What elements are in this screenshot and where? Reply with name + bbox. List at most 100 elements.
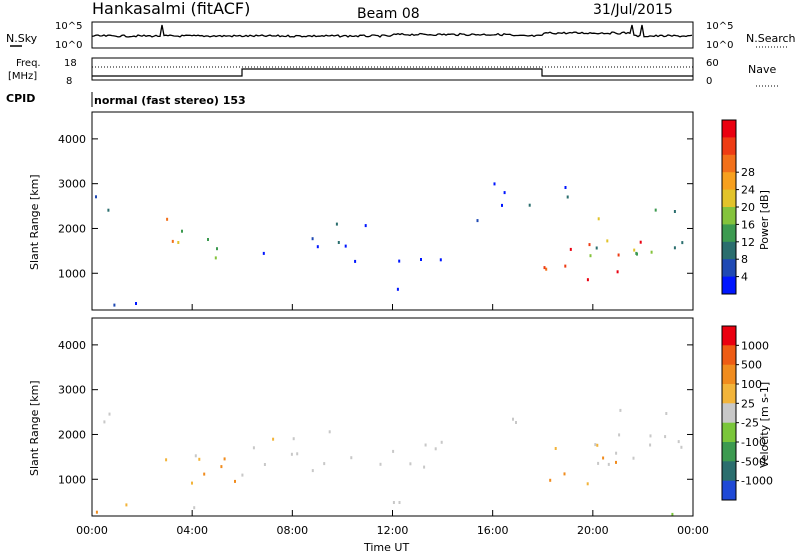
x-tick-label: 20:00 bbox=[577, 524, 609, 537]
heatmap-cell bbox=[108, 412, 111, 416]
heatmap-cell bbox=[681, 241, 684, 245]
heatmap-cell bbox=[633, 248, 636, 252]
heatmap-cell bbox=[165, 458, 168, 462]
colorbar-segment bbox=[722, 189, 736, 208]
heatmap-cell bbox=[566, 195, 569, 199]
heatmap-cell bbox=[194, 454, 197, 458]
sky-ytick-top: 10^5 bbox=[55, 21, 82, 32]
heatmap-cell bbox=[95, 195, 97, 199]
heatmap-cell bbox=[606, 239, 609, 243]
colorbar-segment bbox=[722, 345, 736, 366]
heatmap-cell bbox=[396, 287, 399, 291]
heatmap-cell bbox=[203, 472, 206, 476]
x-tick-label: 00:00 bbox=[677, 524, 709, 537]
freq-panel-frame bbox=[91, 57, 694, 81]
heatmap-cell bbox=[654, 208, 657, 212]
colorbar-tick-label: 500 bbox=[741, 359, 762, 372]
y-tick-label: 4000 bbox=[58, 133, 86, 146]
heatmap-cell bbox=[311, 237, 314, 241]
heatmap-cell bbox=[549, 478, 552, 482]
x-tick-label: 08:00 bbox=[276, 524, 308, 537]
heatmap-cell bbox=[439, 258, 442, 262]
heatmap-cell bbox=[220, 465, 223, 469]
heatmap-cell bbox=[635, 251, 638, 255]
freq-label: Freq. bbox=[16, 58, 41, 69]
y-tick-label: 1000 bbox=[58, 267, 86, 280]
heatmap-cell bbox=[632, 456, 635, 460]
heatmap-cell bbox=[103, 420, 106, 424]
heatmap-cell bbox=[323, 462, 326, 466]
x-tick-label: 00:00 bbox=[76, 524, 108, 537]
heatmap-cell bbox=[639, 240, 642, 244]
heatmap-cell bbox=[216, 247, 218, 251]
heatmap-cell bbox=[125, 503, 128, 507]
nave-label: Nave bbox=[748, 63, 776, 76]
velocity-frame bbox=[91, 317, 694, 517]
heatmap-cell bbox=[113, 303, 116, 307]
heatmap-cell bbox=[543, 266, 546, 270]
colorbar-tick-label: 1000 bbox=[741, 339, 769, 352]
colorbar-segment bbox=[722, 224, 736, 243]
heatmap-cell bbox=[618, 433, 621, 437]
heatmap-cell bbox=[398, 501, 401, 504]
heatmap-cell bbox=[364, 224, 367, 228]
heatmap-cell bbox=[171, 239, 174, 243]
heatmap-cell bbox=[595, 246, 598, 250]
colorbar-tick-label: -500 bbox=[741, 455, 766, 468]
heatmap-cell bbox=[554, 447, 557, 450]
heatmap-cell bbox=[564, 264, 567, 268]
heatmap-cell bbox=[476, 219, 479, 223]
colorbar-tick-label: 28 bbox=[741, 166, 755, 179]
heatmap-cell bbox=[664, 435, 667, 439]
nsearch-label: N.Search bbox=[746, 32, 796, 45]
nave-ytick-bottom: 0 bbox=[706, 76, 712, 87]
colorbar-segment bbox=[722, 480, 736, 501]
colorbar-segment bbox=[722, 442, 736, 462]
heatmap-cell bbox=[673, 210, 676, 213]
colorbar-segment bbox=[722, 259, 736, 278]
colorbar-segment bbox=[722, 241, 736, 260]
heatmap-cell bbox=[252, 446, 255, 450]
sky-rtick-top: 10^5 bbox=[706, 21, 733, 32]
heatmap-cell bbox=[617, 253, 620, 257]
heatmap-cell bbox=[311, 469, 314, 473]
heatmap-cell bbox=[392, 449, 395, 453]
heatmap-cell bbox=[650, 250, 653, 254]
heatmap-cell bbox=[671, 512, 674, 516]
heatmap-cell bbox=[677, 440, 680, 444]
heatmap-cell bbox=[680, 445, 683, 449]
heatmap-cell bbox=[602, 456, 605, 460]
power-colorbar: 4 8 12 16 20 24 28 bbox=[721, 119, 755, 295]
velocity-colorbar-label: Velocity [m s-1] bbox=[758, 382, 771, 468]
colorbar-segment bbox=[722, 422, 736, 443]
heatmap-cell bbox=[207, 238, 209, 241]
heatmap-cell bbox=[596, 443, 599, 447]
colorbar-segment bbox=[722, 364, 736, 385]
heatmap-cell bbox=[292, 437, 295, 441]
heatmap-cell bbox=[262, 251, 265, 255]
heatmap-cell bbox=[434, 447, 437, 451]
power-colorbar-label: Power [dB] bbox=[758, 190, 771, 250]
velocity-colorbar: 1000 500 100 25 -25 -100 -500 -1000 bbox=[721, 325, 773, 501]
heatmap-cell bbox=[569, 247, 572, 251]
colorbar-segment bbox=[722, 384, 736, 404]
time-x-axis: 00:00 04:00 08:00 12:00 16:00 20:00 00:00 bbox=[76, 304, 709, 537]
power-frame bbox=[91, 111, 694, 311]
heatmap-cell bbox=[223, 457, 226, 461]
heatmap-cell bbox=[337, 241, 340, 244]
heatmap-cell bbox=[290, 452, 293, 456]
heatmap-cell bbox=[493, 182, 496, 186]
heatmap-cell bbox=[501, 203, 503, 207]
colorbar-tick-label: 12 bbox=[741, 236, 755, 249]
heatmap-cell bbox=[545, 267, 548, 271]
heatmap-cell bbox=[263, 463, 266, 466]
freq-ytick-bottom: 8 bbox=[66, 76, 72, 87]
heatmap-cell bbox=[107, 208, 110, 212]
colorbar-tick-label: -1000 bbox=[741, 475, 773, 488]
nsky-label: N.Sky bbox=[6, 32, 38, 45]
heatmap-cell bbox=[344, 244, 347, 248]
cpid-text: normal (fast stereo) 153 bbox=[94, 94, 246, 107]
heatmap-cell bbox=[503, 191, 506, 195]
heatmap-cell bbox=[619, 408, 622, 412]
